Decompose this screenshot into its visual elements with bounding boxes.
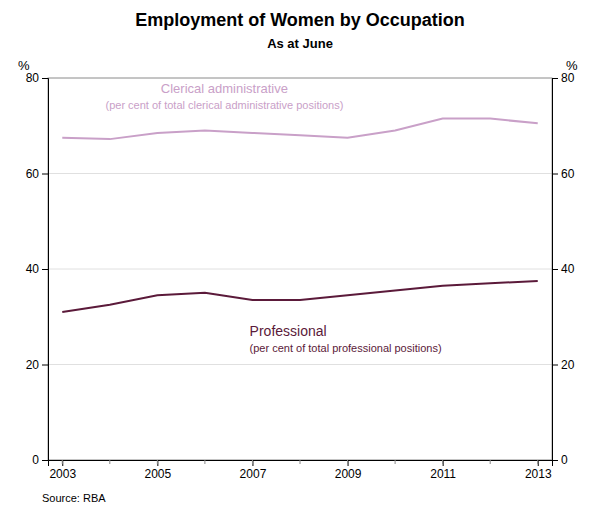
y-axis: 0 20 40 60 80 [26,71,49,467]
x-minor-tick [157,460,158,464]
y2-axis-tick-label: 60 [561,167,575,181]
x-axis-tick-mark [348,460,349,466]
x-minor-tick [537,460,538,464]
y2-axis-tick-label: 40 [561,262,575,276]
x-axis-tick: 2007 [240,460,267,481]
y-axis-tick-label: 40 [26,262,40,276]
y2-axis: 0 20 40 60 80 [552,71,575,467]
y2-axis-tick-mark [552,78,558,79]
y-axis-tick-mark [42,174,48,175]
grid-line [48,364,552,365]
lines [62,119,537,312]
series-line [62,119,537,140]
y-axis-tick-label: 20 [26,358,40,372]
y2-axis-tick-mark [552,460,558,461]
x-axis-tick-label: 2013 [525,467,552,481]
y2-axis-tick: 0 [552,453,568,467]
y2-axis-tick-label: 0 [561,453,568,467]
x-axis-tick: 2009 [335,460,362,481]
x-minor-tick [490,460,491,464]
y2-axis-tick: 60 [552,167,575,181]
x-axis: 2003 2005 2007 2009 2011 2013 [49,460,553,481]
y-axis-line [42,79,49,461]
y2-axis-tick-mark [552,365,558,366]
grid-line [48,269,552,270]
y2-axis-line [553,79,559,461]
x-axis-tick-mark [62,460,63,466]
x-axis-tick-label: 2011 [430,467,456,481]
x-minor-tick [395,460,396,464]
x-axis-tick-mark [157,460,158,466]
grid [48,78,552,460]
chart: 2003 2005 2007 2009 2011 2013 0 20 40 60 80 0 20 40 60… [0,0,600,512]
grid-line [48,173,552,174]
x-axis-tick-mark [252,460,253,466]
x-axis-tick: 2011 [430,460,456,481]
y2-axis-label: % [566,58,578,73]
x-minor-tick [347,460,348,464]
x-minor-ticks [62,460,537,464]
subtitle: As at June [267,36,333,51]
series-label: Professional [250,323,327,339]
series-labels: Clerical administrative (per cent of tota… [105,81,441,354]
y-axis-label: % [18,58,30,73]
y-axis-tick: 0 [32,453,48,467]
x-axis-tick-mark [538,460,539,466]
x-axis-tick: 2003 [49,460,76,481]
y-axis-tick: 40 [26,262,48,276]
y2-axis-tick-mark [552,269,558,270]
x-axis-tick-label: 2009 [335,467,362,481]
y-axis-tick-mark [42,78,48,79]
x-axis-line [49,461,553,467]
series-note: (per cent of total clerical administrati… [105,99,343,111]
x-axis-tick: 2013 [525,460,552,481]
y2-axis-tick-label: 80 [561,71,575,85]
y-axis-tick-label: 80 [26,71,40,85]
x-axis-tick: 2005 [145,460,172,481]
x-axis-tick-label: 2007 [240,467,267,481]
y2-axis-tick: 40 [552,262,575,276]
x-minor-tick [300,460,301,464]
x-axis-tick-mark [443,460,444,466]
x-minor-tick [109,460,110,464]
y2-axis-tick-label: 20 [561,358,575,372]
x-minor-tick [204,460,205,464]
y-axis-tick-label: 60 [26,167,40,181]
series-note: (per cent of total professional position… [250,342,442,354]
series-label: Clerical administrative [161,81,288,96]
source: Source: RBA [42,492,106,504]
x-minor-tick [252,460,253,464]
y-axis-tick: 20 [26,358,48,372]
y-axis-tick-label: 0 [32,453,39,467]
y-axis-tick-mark [42,460,48,461]
y-axis-tick-mark [42,365,48,366]
title: Employment of Women by Occupation [135,10,465,30]
x-axis-tick-label: 2003 [49,467,76,481]
x-axis-tick-label: 2005 [145,467,172,481]
x-minor-tick [442,460,443,464]
y2-axis-tick-mark [552,174,558,175]
y2-axis-tick: 80 [552,71,575,85]
y-axis-tick-mark [42,269,48,270]
series-line [62,281,537,312]
x-minor-tick [62,460,63,464]
y2-axis-tick: 20 [552,358,575,372]
plot-frame [48,78,552,460]
y-axis-tick: 60 [26,167,48,181]
plot-area: 2003 2005 2007 2009 2011 2013 0 20 40 60 80 0 20 40 60… [18,58,578,481]
y-axis-tick: 80 [26,71,48,85]
